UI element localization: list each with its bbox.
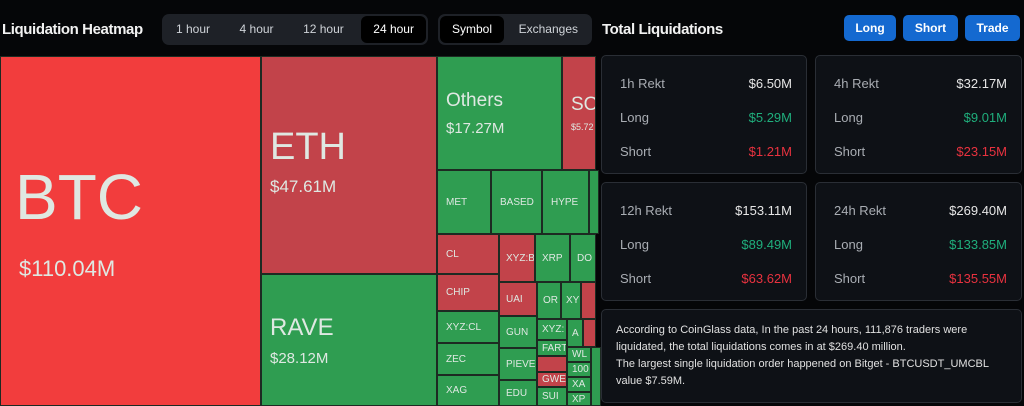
tile-a[interactable]: A: [567, 319, 583, 347]
tab-24-hour[interactable]: 24 hour: [361, 16, 426, 43]
card-total: $32.17M: [956, 76, 1007, 91]
view-tabs: Symbol Exchanges: [438, 14, 592, 45]
short-value: $23.15M: [956, 144, 1007, 159]
tile-hype[interactable]: HYPE: [542, 170, 589, 234]
short-button[interactable]: Short: [903, 15, 958, 41]
short-label: Short: [620, 271, 652, 286]
card-24h: 24h Rekt $269.40M Long $133.85M Short $135.…: [815, 182, 1022, 301]
long-value: $5.29M: [748, 110, 792, 125]
tile-symbol: ETH: [270, 125, 346, 168]
tile-so[interactable]: SO $5.72: [562, 56, 596, 170]
card-total: $153.11M: [735, 203, 792, 218]
card-label: 4h Rekt: [834, 76, 879, 91]
tile-small[interactable]: [583, 319, 596, 347]
tile-symbol: RAVE: [270, 313, 334, 341]
tile-100[interactable]: 100: [567, 362, 591, 377]
short-label: Short: [620, 144, 652, 159]
summary-box: According to CoinGlass data, In the past…: [601, 309, 1022, 403]
tile-cl[interactable]: CL: [437, 234, 499, 274]
tile-value: $17.27M: [446, 119, 505, 137]
card-12h: 12h Rekt $153.11M Long $89.49M Short $63.62…: [601, 182, 807, 301]
tile-wl[interactable]: WL: [567, 347, 591, 362]
card-label: 1h Rekt: [620, 76, 665, 91]
tile-do[interactable]: DO: [570, 234, 596, 282]
tile-zec[interactable]: ZEC: [437, 343, 499, 375]
tile-small[interactable]: [581, 282, 596, 319]
tile-xag[interactable]: XAG: [437, 375, 499, 406]
tile-fart[interactable]: FART: [537, 340, 567, 356]
card-label: 12h Rekt: [620, 203, 673, 218]
time-range-tabs: 1 hour 4 hour 12 hour 24 hour: [162, 14, 428, 45]
long-label: Long: [620, 237, 649, 252]
short-value: $1.21M: [748, 144, 792, 159]
tile-xyz[interactable]: XYZ:: [537, 319, 567, 340]
tile-symbol: BTC: [15, 161, 143, 233]
tab-12-hour[interactable]: 12 hour: [303, 22, 344, 36]
tile-small[interactable]: [537, 356, 567, 372]
tile-small[interactable]: [589, 170, 599, 234]
long-value: $133.85M: [949, 237, 1007, 252]
tile-others[interactable]: Others $17.27M: [437, 56, 562, 170]
tile-btc[interactable]: BTC $110.04M: [0, 56, 261, 406]
tile-symbol: SO: [571, 94, 596, 115]
tile-chip[interactable]: CHIP: [437, 274, 499, 311]
tile-symbol: Others: [446, 89, 504, 111]
tile-xrp[interactable]: XRP: [535, 234, 570, 282]
heatmap-title: Liquidation Heatmap: [2, 21, 143, 38]
card-total: $6.50M: [748, 76, 792, 91]
tab-symbol[interactable]: Symbol: [440, 16, 505, 43]
tile-rave[interactable]: RAVE $28.12M: [261, 274, 437, 406]
card-4h: 4h Rekt $32.17M Long $9.01M Short $23.15M: [815, 55, 1022, 174]
tile-gwe[interactable]: GWE: [537, 372, 567, 387]
long-label: Long: [834, 110, 863, 125]
trade-button[interactable]: Trade: [965, 15, 1020, 41]
card-1h: 1h Rekt $6.50M Long $5.29M Short $1.21M: [601, 55, 807, 174]
tile-value: $28.12M: [270, 349, 329, 367]
liquidation-treemap: BTC $110.04M ETH $47.61M RAVE $28.12M Ot…: [0, 56, 601, 406]
tile-pieve[interactable]: PIEVE: [499, 348, 537, 380]
tile-value: $110.04M: [19, 256, 116, 281]
tile-edu[interactable]: EDU: [499, 380, 537, 406]
tab-exchanges[interactable]: Exchanges: [518, 22, 578, 36]
tile-uai[interactable]: UAI: [499, 282, 537, 316]
tile-eth[interactable]: ETH $47.61M: [261, 56, 437, 274]
tile-value: $5.72: [571, 122, 594, 132]
totals-title: Total Liquidations: [602, 21, 723, 38]
largest-order-text: The largest single liquidation order hap…: [616, 358, 989, 387]
summary-text: According to CoinGlass data, In the past…: [616, 324, 968, 353]
tile-xy[interactable]: XY: [561, 282, 581, 319]
tab-1-hour[interactable]: 1 hour: [176, 22, 211, 36]
tile-small[interactable]: [591, 347, 601, 406]
long-label: Long: [834, 237, 863, 252]
tile-value: $47.61M: [270, 176, 337, 196]
card-label: 24h Rekt: [834, 203, 887, 218]
tile-based[interactable]: BASED: [491, 170, 542, 234]
short-value: $135.55M: [949, 271, 1007, 286]
tile-sui[interactable]: SUI: [537, 387, 567, 406]
tab-4-hour[interactable]: 4 hour: [239, 22, 274, 36]
card-total: $269.40M: [949, 203, 1007, 218]
tile-xyz-cl[interactable]: XYZ:CL: [437, 311, 499, 343]
tile-gun[interactable]: GUN: [499, 316, 537, 348]
short-label: Short: [834, 271, 866, 286]
tile-xa[interactable]: XA: [567, 377, 591, 392]
tile-or[interactable]: OR: [537, 282, 561, 319]
tile-xyz-b[interactable]: XYZ:B: [499, 234, 535, 282]
long-label: Long: [620, 110, 649, 125]
long-value: $9.01M: [963, 110, 1007, 125]
tile-met[interactable]: MET: [437, 170, 491, 234]
long-value: $89.49M: [741, 237, 792, 252]
long-button[interactable]: Long: [844, 15, 896, 41]
tile-xp[interactable]: XP: [567, 392, 591, 406]
short-value: $63.62M: [741, 271, 792, 286]
short-label: Short: [834, 144, 866, 159]
